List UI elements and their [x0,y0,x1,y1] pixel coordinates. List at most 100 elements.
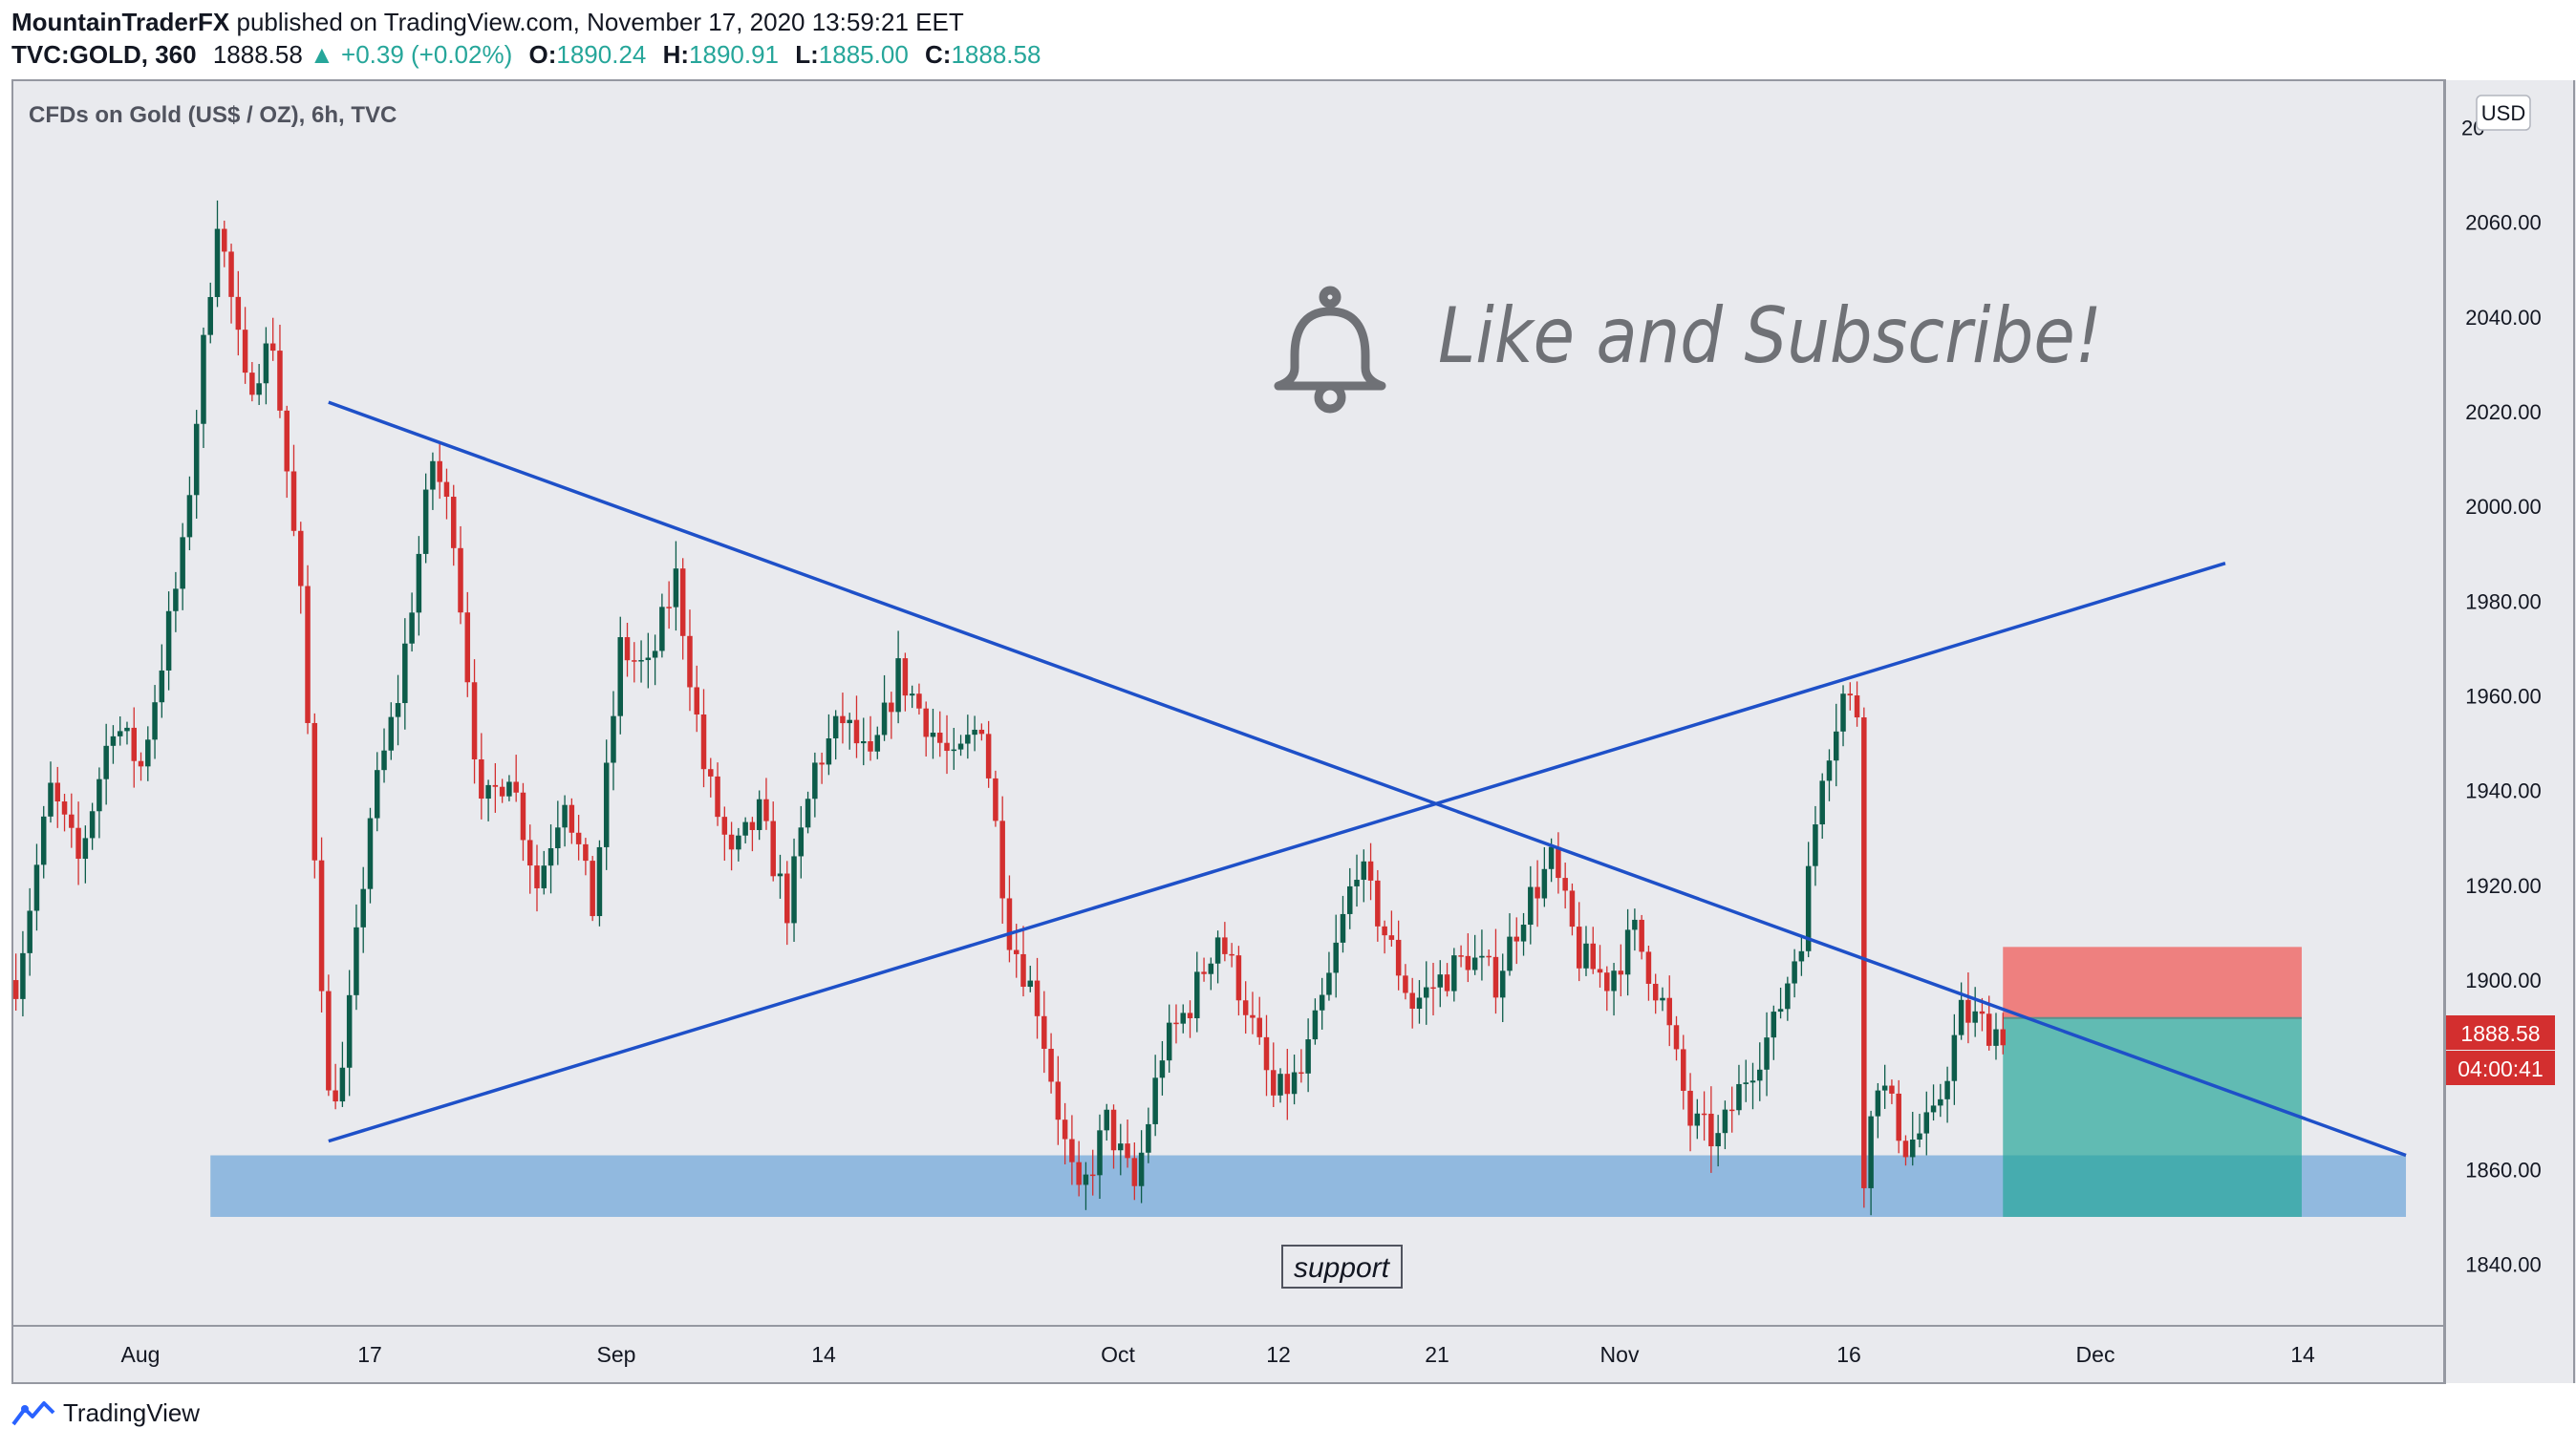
candle [69,793,75,848]
candle [902,652,909,712]
candle [624,622,631,677]
candle-body [756,799,762,830]
x-tick-label: 16 [1836,1342,1861,1367]
candle-body [1242,1000,1249,1015]
candle [1722,1100,1728,1150]
currency-badge[interactable] [2476,95,2531,131]
candle [479,733,484,820]
bar-countdown: 04:00:41 [2458,1056,2544,1081]
candle-body [1152,1077,1158,1124]
candle-body [1736,1083,1742,1111]
candle-body [1798,950,1805,962]
candle [1840,685,1846,747]
candle-body [1416,997,1423,1010]
candle [965,714,971,759]
candle-body [1611,970,1617,992]
candle [1118,1123,1124,1176]
candle [1930,1084,1937,1121]
candle-body [1006,898,1013,950]
candle-body [749,821,756,830]
candle [590,856,595,922]
candle-body [75,827,81,860]
candle-body [1403,975,1408,993]
candle-body [889,702,894,713]
candle-body [840,715,846,724]
candle [1451,948,1457,1002]
candle-body [1382,926,1387,936]
candle [840,693,846,744]
candle-body [117,731,123,736]
candle-body [1694,1113,1701,1126]
candle [1813,805,1818,886]
candle-body [1312,1010,1319,1040]
candle-body [1062,1119,1068,1140]
candle [27,887,32,976]
candle [381,728,387,783]
candle-body [694,687,699,714]
candle-body [861,741,867,744]
candle [1055,1056,1062,1145]
candle [1513,917,1520,965]
candle-body [1840,693,1846,732]
candle-body [666,607,672,608]
candle-body [1388,935,1395,940]
candle-body [33,864,40,911]
candle [1541,846,1548,907]
candle-body [1395,939,1402,976]
candle-body [1263,1036,1270,1071]
candle [1632,908,1638,951]
candle [1110,1104,1117,1169]
candle-body [534,865,540,888]
candle [603,739,610,870]
candle-body [819,762,825,765]
candle [422,473,429,564]
candle [1367,842,1374,901]
candle-body [874,735,881,752]
y-tick-label: 1940.00 [2465,779,2542,803]
candle-body [1652,983,1659,1001]
candle [152,685,158,759]
support-label-box [1281,1245,1403,1289]
candle-body [305,586,311,723]
candle-body [450,497,457,548]
candle [1180,1004,1186,1034]
candle-body [1701,1113,1707,1116]
candle-body [832,715,839,739]
candle-body [1861,717,1867,1188]
candle [326,974,332,1097]
candle-body [1875,1090,1881,1117]
candle-body [360,888,366,928]
candle [145,726,151,781]
candle-body [1110,1109,1117,1151]
candle [1708,1086,1714,1173]
published-text: published on TradingView.com, November 1… [236,8,964,36]
candle-body [652,650,658,658]
candle-body [222,228,227,252]
author-name[interactable]: MountainTraderFX [11,8,230,36]
candle [1701,1091,1707,1141]
candle [409,592,415,652]
price-axis-panel[interactable] [2446,80,2576,1383]
candle [1104,1103,1109,1141]
candle-body [520,792,526,841]
candle-body [1728,1109,1735,1112]
candle-body [1027,980,1034,988]
candle [895,630,901,724]
candle [1896,1079,1901,1154]
x-tick-label: Dec [2076,1342,2115,1367]
candle-body [499,786,505,797]
tradingview-brand[interactable]: TradingView [11,1398,200,1428]
candle-body [1909,1139,1916,1158]
candle [1361,849,1367,903]
candle [1284,1048,1291,1120]
candle-body [784,873,790,924]
candle [1423,961,1429,1025]
candle-body [256,383,262,395]
candle [186,476,193,551]
currency-label: USD [2481,101,2525,125]
candle-body [1868,1116,1874,1188]
candle [1034,957,1041,1039]
candle-body [1785,983,1791,1010]
candle-body [1048,1048,1054,1082]
